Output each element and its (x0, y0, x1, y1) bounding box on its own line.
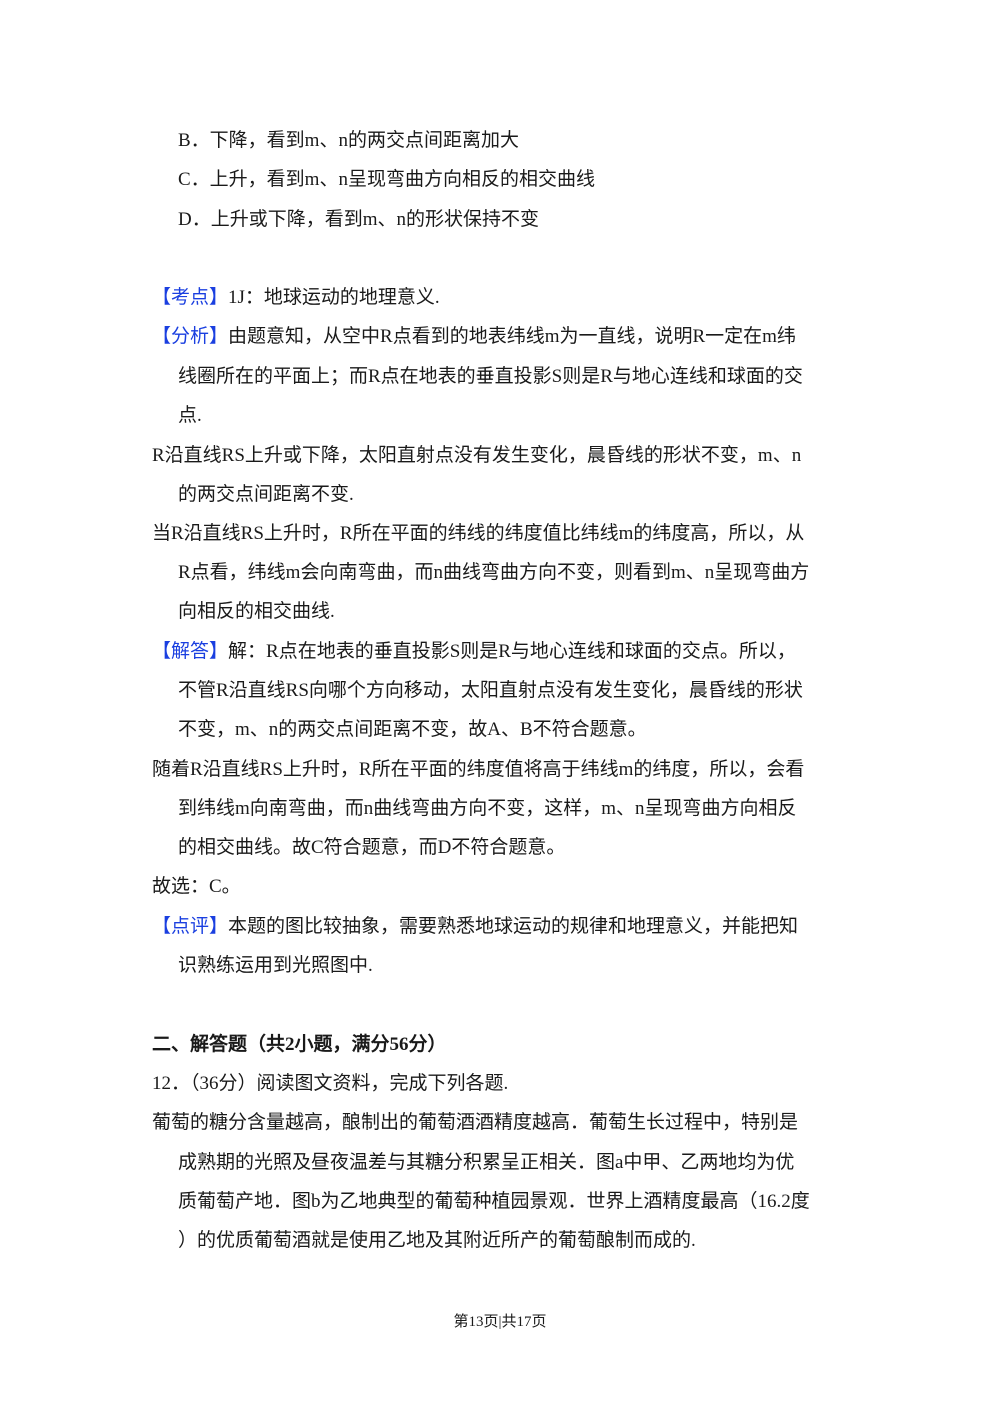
text-line: C．上升，看到m、n呈现弯曲方向相反的相交曲线 (178, 168, 595, 192)
line-text: 点. (178, 405, 202, 426)
line-text: 1J：地球运动的地理意义. (228, 287, 440, 308)
text-line: 二、解答题（共2小题，满分56分） (152, 1033, 447, 1057)
text-line: 不变，m、n的两交点间距离不变，故A、B不符合题意。 (178, 718, 647, 742)
line-text: R沿直线RS上升或下降，太阳直射点没有发生变化，晨昏线的形状不变，m、n (152, 445, 802, 466)
text-line: 葡萄的糖分含量越高，酿制出的葡萄酒酒精度越高．葡萄生长过程中，特别是 (152, 1111, 798, 1135)
line-text: 不管R沿直线RS向哪个方向移动，太阳直射点没有发生变化，晨昏线的形状 (178, 680, 803, 701)
line-text: B．下降，看到m、n的两交点间距离加大 (178, 130, 519, 151)
text-line: R点看，纬线m会向南弯曲，而n曲线弯曲方向不变，则看到m、n呈现弯曲方 (178, 561, 809, 585)
text-line: 随着R沿直线RS上升时，R所在平面的纬度值将高于纬线m的纬度，所以，会看 (152, 758, 804, 782)
text-line: 线圈所在的平面上；而R点在地表的垂直投影S则是R与地心连线和球面的交 (178, 365, 803, 389)
text-line: 【分析】由题意知，从空中R点看到的地表纬线m为一直线，说明R一定在m纬 (152, 325, 796, 349)
section-tag: 【分析】 (152, 326, 229, 347)
line-text: 由题意知，从空中R点看到的地表纬线m为一直线，说明R一定在m纬 (228, 326, 796, 347)
text-line: 故选：C。 (152, 875, 241, 899)
text-line: 当R沿直线RS上升时，R所在平面的纬线的纬度值比纬线m的纬度高，所以，从 (152, 522, 804, 546)
text-line: 质葡萄产地．图b为乙地典型的葡萄种植园景观．世界上酒精度最高（16.2度 (178, 1190, 810, 1214)
line-text: 故选：C。 (152, 876, 241, 897)
line-text: 成熟期的光照及昼夜温差与其糖分积累呈正相关．图a中甲、乙两地均为优 (178, 1152, 795, 1173)
text-line: 【解答】解：R点在地表的垂直投影S则是R与地心连线和球面的交点。所以， (152, 640, 796, 664)
text-line: 的相交曲线。故C符合题意，而D不符合题意。 (178, 836, 565, 860)
text-line: 【考点】1J：地球运动的地理意义. (152, 286, 440, 310)
line-text: 识熟练运用到光照图中. (178, 955, 373, 976)
line-text: 当R沿直线RS上升时，R所在平面的纬线的纬度值比纬线m的纬度高，所以，从 (152, 523, 805, 544)
text-line: B．下降，看到m、n的两交点间距离加大 (178, 129, 519, 153)
line-text: 的相交曲线。故C符合题意，而D不符合题意。 (178, 837, 566, 858)
text-line: 成熟期的光照及昼夜温差与其糖分积累呈正相关．图a中甲、乙两地均为优 (178, 1151, 794, 1175)
page-footer: 第13页|共17页 (453, 1314, 547, 1330)
section-tag: 【考点】 (152, 287, 229, 308)
line-text: 随着R沿直线RS上升时，R所在平面的纬度值将高于纬线m的纬度，所以，会看 (152, 759, 805, 780)
text-line: ）的优质葡萄酒就是使用乙地及其附近所产的葡萄酿制而成的. (178, 1229, 696, 1253)
line-text: 本题的图比较抽象，需要熟悉地球运动的规律和地理意义，并能把知 (228, 916, 799, 937)
text-line: 向相反的相交曲线. (178, 600, 335, 624)
line-text: 12．（36分）阅读图文资料，完成下列各题. (152, 1073, 509, 1094)
line-text: 线圈所在的平面上；而R点在地表的垂直投影S则是R与地心连线和球面的交 (178, 366, 803, 387)
line-text: ）的优质葡萄酒就是使用乙地及其附近所产的葡萄酿制而成的. (178, 1230, 696, 1251)
section-tag: 【解答】 (152, 641, 229, 662)
text-line: 不管R沿直线RS向哪个方向移动，太阳直射点没有发生变化，晨昏线的形状 (178, 679, 803, 703)
section-tag: 【点评】 (152, 916, 229, 937)
text-line: 12．（36分）阅读图文资料，完成下列各题. (152, 1072, 508, 1096)
text-line: R沿直线RS上升或下降，太阳直射点没有发生变化，晨昏线的形状不变，m、n (152, 444, 801, 468)
line-text: 的两交点间距离不变. (178, 484, 354, 505)
text-line: 点. (178, 404, 202, 428)
line-text: 二、解答题（共2小题，满分56分） (152, 1034, 447, 1055)
line-text: D．上升或下降，看到m、n的形状保持不变 (178, 209, 540, 230)
line-text: C．上升，看到m、n呈现弯曲方向相反的相交曲线 (178, 169, 595, 190)
text-line: 的两交点间距离不变. (178, 483, 354, 507)
line-text: 解：R点在地表的垂直投影S则是R与地心连线和球面的交点。所以， (228, 641, 796, 662)
line-text: 向相反的相交曲线. (178, 601, 335, 622)
line-text: 到纬线m向南弯曲，而n曲线弯曲方向不变，这样，m、n呈现弯曲方向相反 (178, 798, 797, 819)
text-line: 识熟练运用到光照图中. (178, 954, 373, 978)
line-text: 葡萄的糖分含量越高，酿制出的葡萄酒酒精度越高．葡萄生长过程中，特别是 (152, 1112, 799, 1133)
text-line: D．上升或下降，看到m、n的形状保持不变 (178, 208, 539, 232)
line-text: R点看，纬线m会向南弯曲，而n曲线弯曲方向不变，则看到m、n呈现弯曲方 (178, 562, 810, 583)
text-line: 到纬线m向南弯曲，而n曲线弯曲方向不变，这样，m、n呈现弯曲方向相反 (178, 797, 797, 821)
line-text: 不变，m、n的两交点间距离不变，故A、B不符合题意。 (178, 719, 647, 740)
text-line: 【点评】本题的图比较抽象，需要熟悉地球运动的规律和地理意义，并能把知 (152, 915, 798, 939)
line-text: 质葡萄产地．图b为乙地典型的葡萄种植园景观．世界上酒精度最高（16.2度 (178, 1191, 810, 1212)
